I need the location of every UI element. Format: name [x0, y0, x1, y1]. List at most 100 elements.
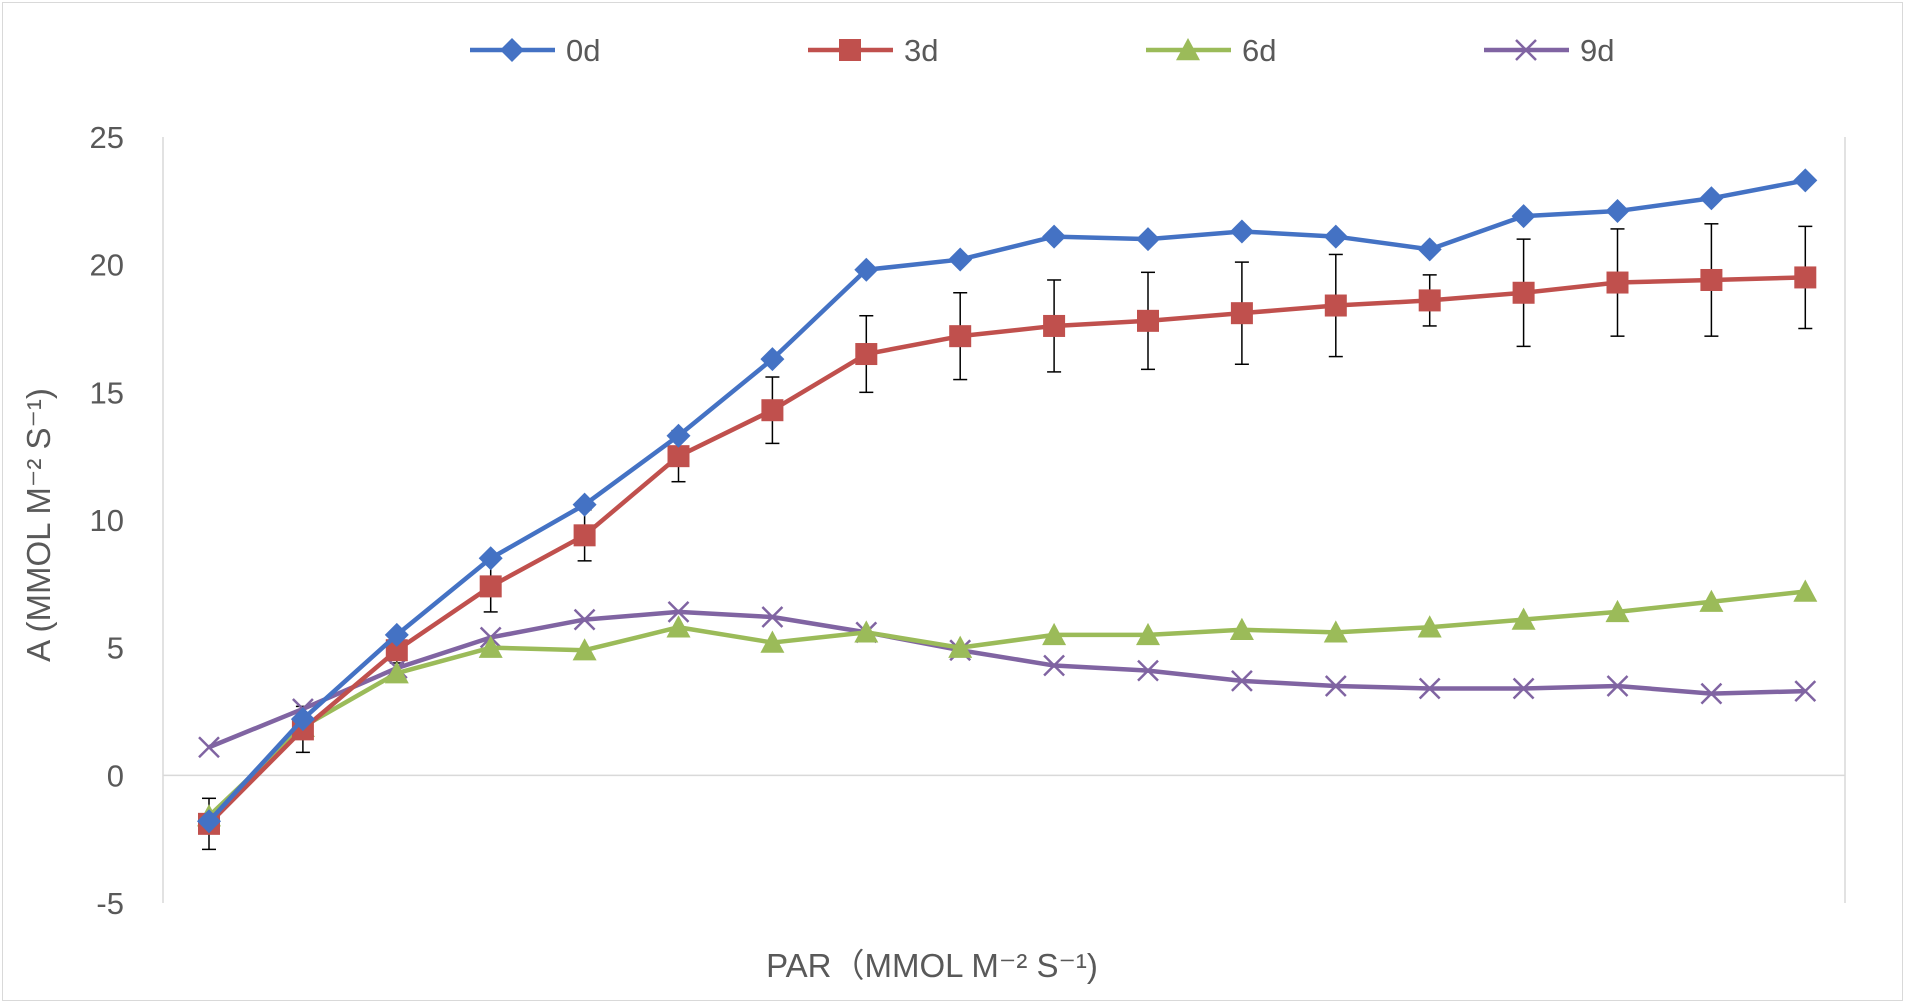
data-point-6d — [1605, 599, 1630, 623]
series-9d — [198, 601, 1817, 759]
data-point-9d — [1418, 677, 1441, 700]
data-point-0d — [1511, 204, 1536, 229]
data-point-9d — [198, 736, 220, 759]
error-bars-3d — [202, 223, 1813, 851]
data-point-0d — [1323, 224, 1348, 249]
data-point-0d — [1229, 219, 1254, 244]
data-point-0d — [666, 423, 691, 448]
x-marker-stroke — [761, 606, 784, 628]
y-tick-label: 10 — [90, 503, 124, 538]
data-point-3d — [1512, 281, 1535, 304]
series-line-0d — [207, 178, 1806, 823]
data-point-0d — [760, 347, 785, 372]
data-point-3d — [1606, 271, 1629, 294]
data-point-0d — [1042, 224, 1067, 249]
data-point-0d — [1605, 199, 1630, 224]
legend-marker — [500, 38, 524, 62]
data-point-3d — [1794, 266, 1817, 289]
data-point-3d — [385, 639, 408, 662]
legend-marker — [1176, 38, 1200, 61]
y-tick-label: 5 — [107, 631, 124, 666]
data-point-3d — [1418, 289, 1441, 312]
data-point-0d — [384, 622, 409, 647]
data-point-3d — [1137, 309, 1159, 332]
legend-label: 3d — [904, 33, 938, 68]
data-point-6d — [1699, 589, 1724, 612]
series-line-3d — [207, 275, 1806, 826]
legend-item-6d: 6d — [1146, 33, 1276, 68]
x-marker-stroke — [573, 608, 596, 631]
legend-label: 6d — [1242, 33, 1276, 68]
data-point-0d — [854, 257, 879, 282]
series-0d — [197, 168, 1818, 834]
data-point-0d — [478, 546, 503, 571]
data-point-9d — [1794, 680, 1817, 702]
x-marker-stroke — [1606, 675, 1629, 697]
legend-label: 0d — [566, 33, 600, 68]
y-tick-label: 25 — [90, 120, 124, 155]
y-tick-label: -5 — [96, 886, 124, 921]
legend-marker — [839, 39, 861, 61]
legend-item-3d: 3d — [808, 33, 938, 68]
y-tick-label: 20 — [90, 248, 124, 283]
data-point-3d — [1230, 302, 1253, 325]
legend-label: 9d — [1580, 33, 1614, 68]
data-point-6d — [1793, 579, 1818, 602]
x-marker-stroke — [1515, 39, 1537, 61]
plot-area — [197, 168, 1818, 851]
data-point-6d — [1417, 615, 1442, 638]
legend-marker — [1515, 39, 1537, 61]
data-point-0d — [290, 707, 315, 732]
data-point-9d — [761, 606, 784, 628]
data-point-6d — [1136, 622, 1160, 646]
data-point-3d — [1324, 294, 1347, 317]
data-point-6d — [1511, 607, 1536, 630]
data-point-6d — [760, 630, 785, 653]
data-point-9d — [1137, 659, 1159, 682]
data-point-0d — [197, 809, 221, 834]
data-point-6d — [666, 615, 691, 638]
data-point-9d — [1512, 677, 1535, 700]
legend-item-9d: 9d — [1484, 33, 1614, 68]
data-point-9d — [573, 608, 596, 631]
x-marker-stroke — [1700, 682, 1723, 705]
x-marker-stroke — [1043, 654, 1065, 677]
x-marker-stroke — [198, 736, 220, 759]
legend: 0d 3d 6d 9d — [470, 33, 1614, 68]
data-point-6d — [948, 635, 973, 658]
data-point-3d — [949, 325, 972, 348]
legend-item-0d: 0d — [470, 33, 600, 68]
data-point-3d — [1043, 314, 1066, 337]
data-point-3d — [573, 524, 596, 547]
data-point-9d — [667, 601, 690, 623]
data-point-9d — [1043, 654, 1065, 677]
x-marker-stroke — [1794, 680, 1817, 702]
x-marker-stroke — [667, 601, 690, 623]
data-point-0d — [1417, 237, 1442, 262]
data-point-6d — [478, 635, 503, 658]
data-point-9d — [1231, 669, 1253, 692]
series-3d — [198, 266, 1817, 835]
x-marker-stroke — [1418, 677, 1441, 700]
y-axis: -5 0 5 10 15 20 25 — [90, 120, 1846, 921]
series-6d — [197, 579, 1818, 827]
data-point-6d — [1229, 617, 1254, 640]
data-point-6d — [854, 620, 879, 643]
series-line-6d — [207, 589, 1806, 818]
data-point-9d — [1700, 682, 1723, 705]
data-point-0d — [1793, 168, 1818, 193]
x-marker-stroke — [1324, 675, 1347, 697]
data-point-3d — [855, 343, 878, 366]
y-tick-label: 15 — [90, 375, 124, 410]
data-point-6d — [572, 638, 597, 661]
x-marker-stroke — [1512, 677, 1535, 700]
data-point-0d — [948, 247, 973, 272]
series-line-9d — [208, 609, 1806, 750]
data-point-9d — [1324, 675, 1347, 697]
x-marker-stroke — [1137, 659, 1159, 682]
data-point-0d — [1699, 186, 1724, 211]
data-point-6d — [384, 661, 409, 684]
data-point-3d — [1700, 268, 1723, 291]
